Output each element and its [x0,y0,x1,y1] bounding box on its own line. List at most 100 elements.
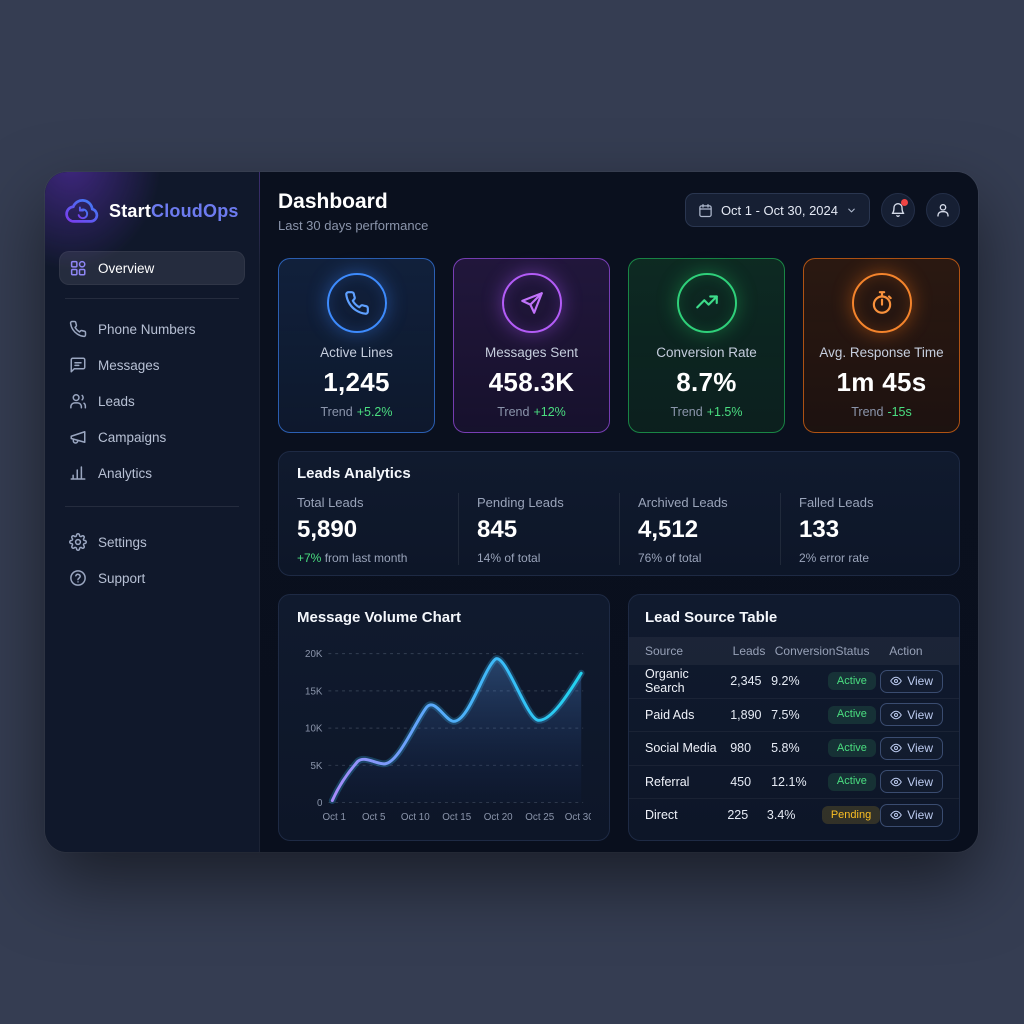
view-label: View [907,808,933,823]
status-badge: Active [827,772,876,791]
stat-label: Total Leads [297,495,364,510]
message-icon [69,356,87,374]
lead-source-table-panel: Lead Source Table Source Leads Conversio… [628,594,960,841]
leads-analytics-title: Leads Analytics [297,465,411,482]
send-icon [501,272,562,333]
users-icon [69,392,87,410]
column-header-conversion: Conversion [774,643,836,658]
bottom-row: Message Volume Chart [278,594,960,841]
kpi-trend-label: Trend [497,404,530,419]
profile-button[interactable] [926,193,960,227]
stat-note: 76% of total [638,551,702,565]
kpi-trend: Trend -15s [851,405,912,419]
cell-source: Referral [645,774,690,789]
view-button[interactable]: View [880,703,943,727]
cell-source: Organic Search [645,667,689,696]
date-range-value: Oct 1 - Oct 30, 2024 [720,202,838,218]
stat-value: 845 [477,516,518,543]
table-row: Social Media 980 5.8% Active View [629,731,959,765]
y-tick: 0 [317,798,323,809]
bar-chart-icon [69,464,87,482]
eye-icon [890,676,903,686]
stat-label: Archived Leads [638,495,728,510]
y-tick: 10K [305,724,323,735]
sidebar-item-support[interactable]: Support [59,561,245,595]
view-button[interactable]: View [880,770,943,794]
sidebar-item-label: Campaigns [98,429,167,445]
brand-name-end: CloudOps [151,201,239,221]
sidebar-item-overview[interactable]: Overview [59,251,245,285]
kpi-card-messages-sent: Messages Sent 458.3K Trend +12% [453,258,610,433]
view-label: View [907,741,933,756]
stat-total-leads: Total Leads 5,890 +7% from last month [297,493,458,565]
sidebar-item-messages[interactable]: Messages [59,348,245,382]
x-tick: Oct 20 [484,812,513,823]
y-tick: 5K [310,761,322,772]
table-row: Organic Search 2,345 9.2% Active View [629,664,959,698]
brand-logo: StartCloudOps [59,198,245,225]
cell-leads: 450 [730,774,752,789]
chart-area [332,658,582,803]
page-header: Dashboard Last 30 days performance Oct 1… [278,190,960,233]
column-header-source: Source [645,643,684,658]
table-row: Direct 225 3.4% Pending View [629,798,959,832]
table-row: Referral 450 12.1% Active View [629,764,959,799]
gear-icon [69,533,87,551]
column-header-action: Action [889,643,923,658]
status-badge: Active [827,672,876,691]
notification-dot [901,199,908,206]
sidebar: StartCloudOps Overview Phone Numbers [45,172,260,852]
sidebar-item-label: Overview [98,260,155,276]
eye-icon [890,710,903,720]
x-tick: Oct 15 [442,812,471,823]
cell-leads: 225 [727,808,749,823]
kpi-label: Messages Sent [484,344,579,360]
cell-conversion: 7.5% [771,707,800,722]
stat-note-highlight: +7% [297,551,322,565]
stat-note: +7% from last month [297,551,458,565]
bell-icon [891,203,905,217]
sidebar-nav: Overview Phone Numbers Messages Lead [59,251,245,595]
sidebar-item-label: Messages [98,357,160,373]
kpi-trend: Trend +1.5% [671,405,743,419]
cell-conversion: 9.2% [771,674,800,689]
kpi-value: 458.3K [488,366,575,397]
brand-name: StartCloudOps [109,201,239,222]
message-volume-chart-panel: Message Volume Chart [278,594,610,841]
y-tick: 20K [305,649,323,660]
date-range-picker[interactable]: Oct 1 - Oct 30, 2024 [684,193,870,227]
stat-note: 2% error rate [799,551,870,565]
kpi-trend: Trend +12% [497,405,566,419]
stat-value: 133 [799,516,840,543]
view-button[interactable]: View [880,803,943,827]
stat-note-rest: from last month [321,551,408,565]
help-icon [69,569,87,587]
x-tick: Oct 5 [362,812,386,823]
sidebar-item-settings[interactable]: Settings [59,525,245,559]
sidebar-item-leads[interactable]: Leads [59,384,245,418]
kpi-label: Active Lines [320,344,393,360]
calendar-icon [699,203,712,217]
cloud-logo-icon [65,199,99,223]
phone-icon [326,272,387,333]
view-button[interactable]: View [880,736,943,760]
x-tick: Oct 25 [525,812,554,823]
stat-label: Pending Leads [477,495,564,510]
sidebar-item-label: Leads [98,393,135,409]
sidebar-item-analytics[interactable]: Analytics [59,456,245,490]
sidebar-item-campaigns[interactable]: Campaigns [59,420,245,454]
x-axis-labels: Oct 1 Oct 5 Oct 10 Oct 15 Oct 20 Oct 25 … [323,812,591,823]
kpi-cards: Active Lines 1,245 Trend +5.2% Messages S… [278,258,960,433]
view-button[interactable]: View [880,669,943,693]
kpi-trend-label: Trend [320,404,353,419]
sidebar-item-phone-numbers[interactable]: Phone Numbers [59,312,245,346]
notifications-button[interactable] [881,193,915,227]
kpi-trend-value: +5.2% [356,404,393,419]
stat-archived-leads: Archived Leads 4,512 76% of total [619,493,780,565]
leads-analytics-stats: Total Leads 5,890 +7% from last month Pe… [297,493,941,565]
stat-failed-leads: Falled Leads 133 2% error rate [780,493,941,565]
cell-conversion: 12.1% [771,774,807,789]
kpi-card-conversion-rate: Conversion Rate 8.7% Trend +1.5% [628,258,785,433]
x-tick: Oct 30 [565,812,591,823]
view-label: View [907,674,933,689]
